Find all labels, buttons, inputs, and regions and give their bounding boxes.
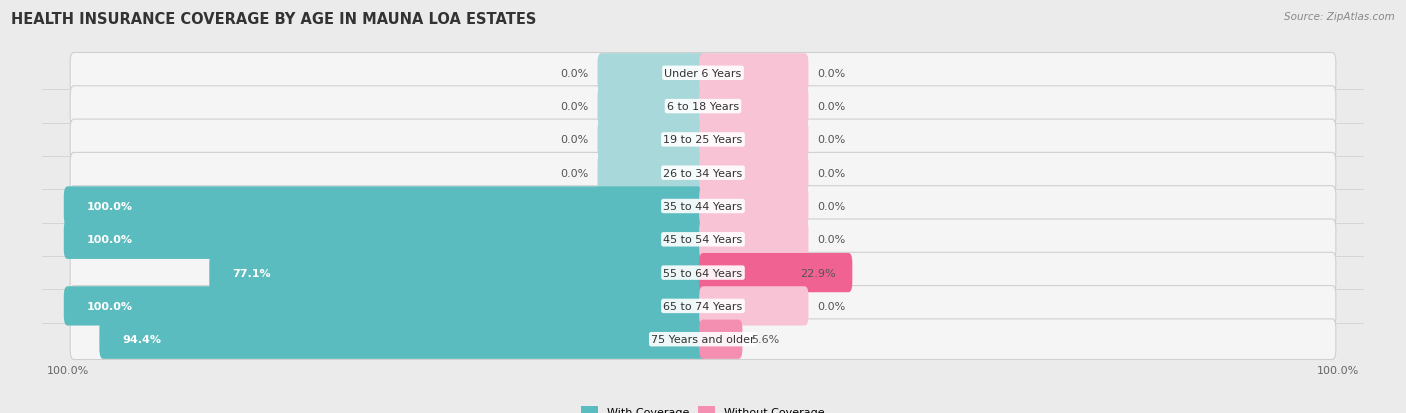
FancyBboxPatch shape (699, 287, 808, 326)
FancyBboxPatch shape (70, 87, 1336, 127)
Text: 100.0%: 100.0% (87, 301, 132, 311)
Text: 6 to 18 Years: 6 to 18 Years (666, 102, 740, 112)
Text: Source: ZipAtlas.com: Source: ZipAtlas.com (1284, 12, 1395, 22)
FancyBboxPatch shape (598, 154, 707, 193)
Text: 0.0%: 0.0% (561, 69, 589, 78)
Text: 0.0%: 0.0% (561, 102, 589, 112)
Text: 75 Years and older: 75 Years and older (651, 335, 755, 344)
FancyBboxPatch shape (699, 220, 808, 259)
FancyBboxPatch shape (699, 253, 852, 292)
Text: 45 to 54 Years: 45 to 54 Years (664, 235, 742, 245)
Text: 100.0%: 100.0% (87, 202, 132, 211)
FancyBboxPatch shape (699, 87, 808, 126)
Text: 22.9%: 22.9% (800, 268, 835, 278)
FancyBboxPatch shape (70, 153, 1336, 194)
Legend: With Coverage, Without Coverage: With Coverage, Without Coverage (576, 402, 830, 413)
FancyBboxPatch shape (598, 54, 707, 93)
FancyBboxPatch shape (699, 320, 742, 359)
FancyBboxPatch shape (598, 87, 707, 126)
Text: HEALTH INSURANCE COVERAGE BY AGE IN MAUNA LOA ESTATES: HEALTH INSURANCE COVERAGE BY AGE IN MAUN… (11, 12, 537, 27)
FancyBboxPatch shape (209, 253, 707, 292)
Text: 0.0%: 0.0% (817, 69, 845, 78)
FancyBboxPatch shape (70, 286, 1336, 326)
Text: 26 to 34 Years: 26 to 34 Years (664, 168, 742, 178)
FancyBboxPatch shape (699, 187, 808, 226)
Text: 0.0%: 0.0% (817, 102, 845, 112)
FancyBboxPatch shape (598, 121, 707, 160)
Text: 35 to 44 Years: 35 to 44 Years (664, 202, 742, 211)
FancyBboxPatch shape (70, 253, 1336, 293)
FancyBboxPatch shape (70, 219, 1336, 260)
FancyBboxPatch shape (70, 186, 1336, 227)
Text: 0.0%: 0.0% (561, 135, 589, 145)
Text: 0.0%: 0.0% (817, 202, 845, 211)
Text: 100.0%: 100.0% (87, 235, 132, 245)
FancyBboxPatch shape (70, 120, 1336, 160)
Text: 55 to 64 Years: 55 to 64 Years (664, 268, 742, 278)
FancyBboxPatch shape (100, 320, 707, 359)
Text: Under 6 Years: Under 6 Years (665, 69, 741, 78)
Text: 65 to 74 Years: 65 to 74 Years (664, 301, 742, 311)
Text: 0.0%: 0.0% (817, 235, 845, 245)
Text: 0.0%: 0.0% (817, 301, 845, 311)
FancyBboxPatch shape (63, 220, 707, 259)
Text: 0.0%: 0.0% (817, 168, 845, 178)
Text: 0.0%: 0.0% (561, 168, 589, 178)
FancyBboxPatch shape (699, 121, 808, 160)
Text: 5.6%: 5.6% (751, 335, 779, 344)
FancyBboxPatch shape (63, 287, 707, 326)
FancyBboxPatch shape (63, 187, 707, 226)
Text: 19 to 25 Years: 19 to 25 Years (664, 135, 742, 145)
Text: 77.1%: 77.1% (232, 268, 271, 278)
Text: 0.0%: 0.0% (817, 135, 845, 145)
FancyBboxPatch shape (70, 53, 1336, 94)
FancyBboxPatch shape (699, 154, 808, 193)
Text: 94.4%: 94.4% (122, 335, 162, 344)
FancyBboxPatch shape (70, 319, 1336, 360)
FancyBboxPatch shape (699, 54, 808, 93)
